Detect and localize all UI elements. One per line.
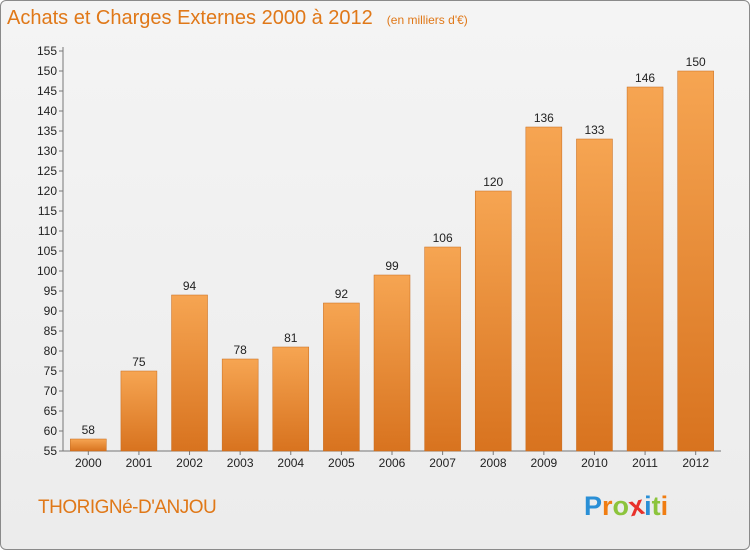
bar	[70, 438, 107, 452]
logo-letter: t	[651, 491, 661, 521]
y-tick-label: 130	[37, 144, 57, 158]
y-tick-label: 80	[44, 344, 58, 358]
logo-letter: i	[644, 491, 652, 521]
y-tick-label: 105	[37, 244, 57, 258]
y-tick-label: 120	[37, 184, 57, 198]
logo-letter: r	[602, 491, 613, 521]
commune-name: THORIGNé-D'ANJOU	[38, 497, 217, 518]
x-axis: 2000 2001 2002 2003 2004 2005 2006 2007 2008 2009…	[63, 450, 721, 470]
data-label: 146	[635, 71, 655, 85]
bar	[373, 274, 411, 452]
logo-letter: o	[612, 491, 630, 521]
x-tick-label: 2010	[581, 456, 608, 470]
y-tick-label: 100	[37, 264, 57, 278]
bar	[525, 126, 563, 452]
bar	[171, 294, 208, 452]
bar	[626, 86, 664, 452]
x-tick-label: 2000	[75, 456, 102, 470]
x-tick-label: 2005	[328, 456, 355, 470]
y-tick-label: 85	[44, 324, 58, 338]
x-tick-label: 2008	[480, 456, 507, 470]
y-tick-label: 60	[44, 424, 58, 438]
data-label: 81	[284, 331, 298, 345]
bar	[424, 246, 461, 452]
x-tick-label: 2001	[126, 456, 153, 470]
data-label: 75	[132, 355, 146, 369]
data-label: 94	[183, 279, 197, 293]
y-tick-label: 115	[38, 204, 57, 218]
bars: 58 75 94 78 81 92 99 106 120 136 133 146 150	[70, 55, 714, 452]
data-label: 92	[335, 287, 349, 301]
data-label: 58	[82, 423, 96, 437]
bar	[576, 138, 613, 452]
bar	[474, 190, 512, 452]
y-tick-label: 55	[44, 444, 58, 458]
x-tick-label: 2011	[632, 456, 658, 470]
bar	[323, 302, 360, 452]
y-tick-label: 70	[44, 384, 58, 398]
y-tick-label: 125	[37, 164, 57, 178]
x-tick-label: 2009	[530, 456, 557, 470]
proxiti-logo: Proxiti	[584, 490, 669, 522]
data-label: 78	[233, 343, 247, 357]
data-label: 133	[584, 123, 604, 137]
y-axis: 55 60 65 70 75 80 85 90 95 100 105 110 115 120 125 130 1…	[37, 44, 64, 458]
y-tick-label: 135	[37, 124, 57, 138]
y-tick-label: 110	[38, 224, 57, 238]
logo-letter: i	[660, 491, 669, 521]
y-tick-label: 95	[44, 284, 58, 298]
bar	[120, 370, 158, 452]
chart-unit: (en milliers d'€)	[386, 13, 468, 27]
y-tick-label: 145	[37, 84, 57, 98]
data-label: 120	[483, 175, 503, 189]
y-tick-label: 140	[37, 104, 57, 118]
data-label: 99	[385, 259, 399, 273]
y-tick-label: 90	[44, 304, 58, 318]
y-tick-label: 65	[44, 404, 58, 418]
bar	[221, 358, 259, 452]
y-tick-label: 155	[37, 44, 57, 58]
x-tick-label: 2002	[176, 456, 203, 470]
x-tick-label: 2012	[682, 456, 709, 470]
x-tick-label: 2003	[227, 456, 254, 470]
y-tick-label: 75	[44, 364, 58, 378]
x-tick-label: 2007	[429, 456, 456, 470]
data-label: 136	[534, 111, 554, 125]
logo-letter: P	[584, 491, 603, 521]
title-row: Achats et Charges Externes 2000 à 2012 (e…	[7, 7, 468, 30]
chart-title: Achats et Charges Externes 2000 à 2012	[7, 7, 373, 29]
data-label: 150	[686, 55, 706, 69]
bar	[677, 70, 714, 452]
y-tick-label: 150	[37, 64, 57, 78]
x-tick-label: 2004	[277, 456, 304, 470]
data-label: 106	[433, 231, 453, 245]
x-tick-label: 2006	[379, 456, 406, 470]
bar	[272, 346, 310, 452]
